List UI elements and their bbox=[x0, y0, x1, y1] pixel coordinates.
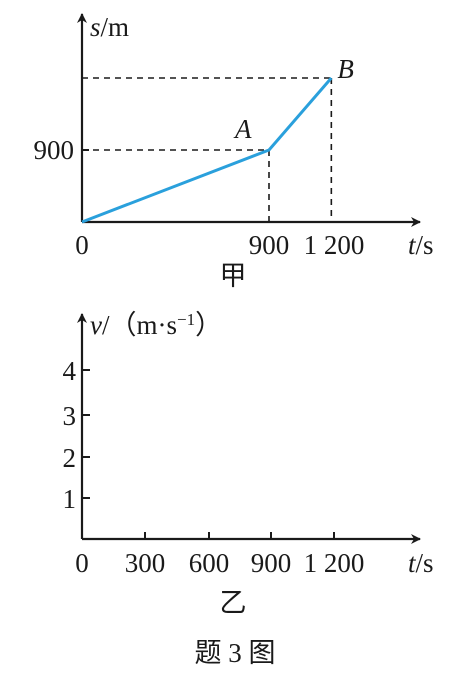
jia-y-axis-label: s/m bbox=[90, 12, 129, 42]
yi-x-axis-label: t/s bbox=[408, 548, 434, 578]
jia-x-tick-label-1200: 1 200 bbox=[304, 230, 365, 260]
yi-x-tick-label-900: 900 bbox=[251, 548, 292, 578]
jia-point-label-B: B bbox=[337, 54, 354, 84]
jia-x-axis-label: t/s bbox=[408, 230, 434, 260]
jia-y-tick-label-900: 900 bbox=[34, 135, 75, 165]
yi-origin-label: 0 bbox=[75, 548, 89, 578]
yi-x-tick-label-300: 300 bbox=[125, 548, 166, 578]
jia-caption: 甲 bbox=[220, 261, 247, 291]
yi-y-axis-label: v/（m·s−1） bbox=[90, 310, 222, 340]
jia-point-label-A: A bbox=[233, 114, 252, 144]
jia-series-line bbox=[81, 77, 333, 224]
jia-x-tick-label-900: 900 bbox=[249, 230, 290, 260]
yi-y-tick-label-2: 2 bbox=[63, 443, 77, 473]
chart-jia: s/m t/s 0 900 1 200 900 AB 甲 bbox=[34, 12, 434, 291]
yi-y-tick-label-4: 4 bbox=[63, 356, 77, 386]
chart-yi: v/（m·s−1） t/s 0 300 600 900 1 200 1 2 3 … bbox=[63, 310, 434, 618]
yi-y-tick-label-1: 1 bbox=[63, 484, 77, 514]
jia-origin-label: 0 bbox=[75, 230, 89, 260]
yi-y-tick-label-3: 3 bbox=[63, 401, 77, 431]
yi-caption: 乙 bbox=[220, 588, 247, 618]
yi-x-tick-label-600: 600 bbox=[189, 548, 230, 578]
yi-marks bbox=[82, 369, 335, 539]
yi-x-tick-label-1200: 1 200 bbox=[304, 548, 365, 578]
figure-caption: 题 3 图 bbox=[195, 638, 276, 668]
jia-marks: AB bbox=[81, 54, 354, 224]
